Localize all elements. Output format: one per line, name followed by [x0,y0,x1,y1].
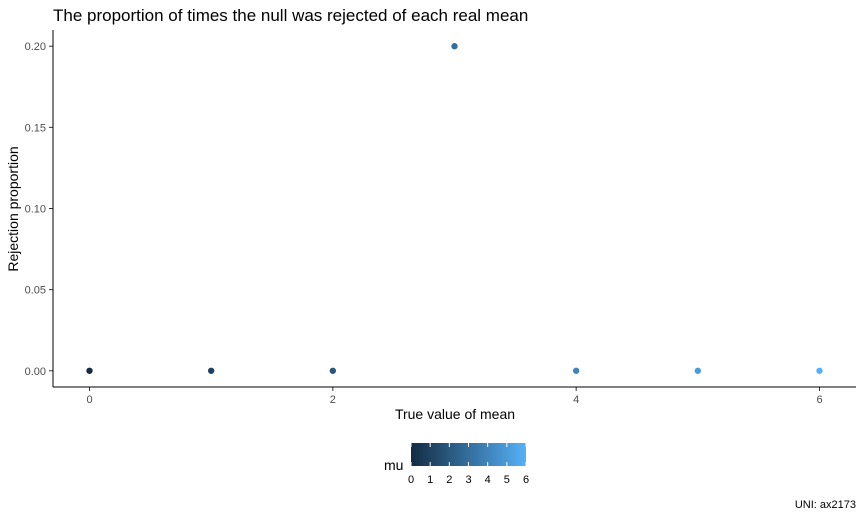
colorbar-tick-label: 0 [408,474,414,486]
y-tick-label: 0.00 [25,366,46,378]
data-point [207,367,215,374]
caption: UNI: ax2173 [795,499,856,511]
colorbar-tick-label: 2 [446,474,452,486]
colorbar-ticks: 0 1 2 3 4 5 6 [408,443,529,486]
x-tick-label: 6 [816,394,822,406]
y-axis-ticks: 0.00 0.05 0.10 0.15 0.20 [25,41,53,378]
data-point [816,367,823,374]
chart-title: The proportion of times the null was rej… [53,6,528,25]
colorbar-tick-label: 6 [523,474,529,486]
x-tick-label: 4 [573,394,579,406]
y-tick-label: 0.20 [25,41,46,53]
colorbar [411,443,526,466]
x-tick-label: 2 [330,394,336,406]
y-tick-label: 0.10 [25,204,46,216]
legend-title: mu [384,457,403,473]
y-tick-label: 0.05 [25,285,46,297]
data-point [572,367,580,374]
data-points [86,43,823,374]
data-point [694,367,702,374]
data-point [86,367,93,374]
x-axis-ticks: 0 2 4 6 [86,387,823,406]
colorbar-tick-label: 5 [504,474,510,486]
colorbar-tick-label: 4 [485,474,491,486]
data-point [329,367,337,374]
x-axis-title: True value of mean [395,406,515,422]
y-tick-label: 0.15 [25,122,46,134]
color-legend: mu 0 1 2 3 4 5 6 [384,443,529,486]
data-point [451,43,458,50]
x-tick-label: 0 [86,394,92,406]
colorbar-tick-label: 1 [427,474,433,486]
y-axis-title: Rejection proportion [5,146,21,271]
colorbar-tick-label: 3 [465,474,471,486]
